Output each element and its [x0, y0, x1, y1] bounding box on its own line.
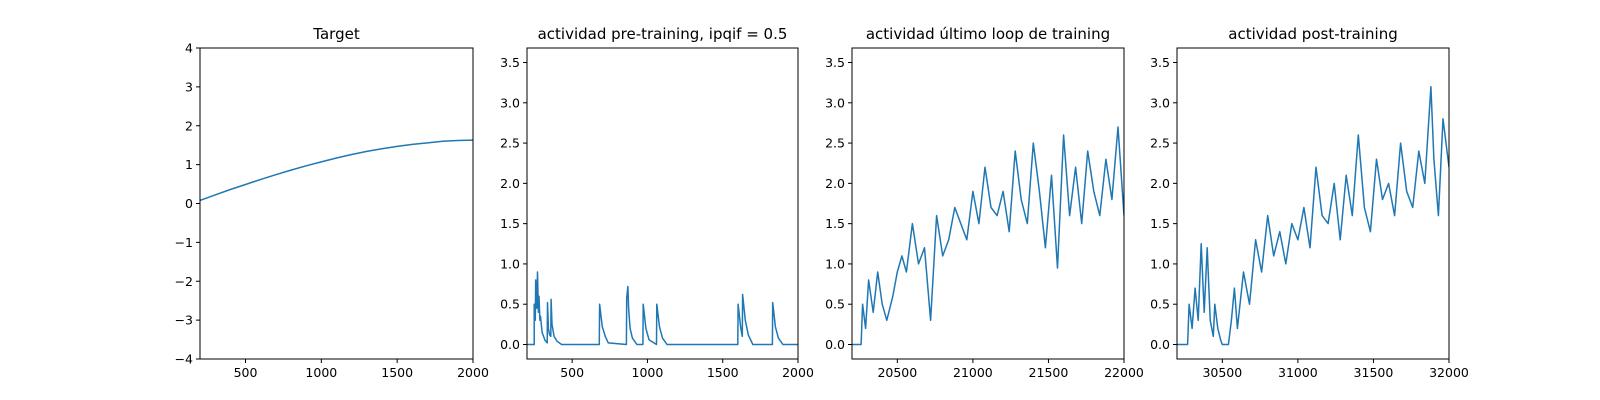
y-tick-label: 1.5 — [500, 216, 520, 231]
y-tick-label: 1.0 — [500, 256, 520, 271]
y-tick-label: 3.0 — [1150, 95, 1170, 110]
y-tick-label: −2 — [175, 274, 193, 289]
y-tick-label: 2.0 — [825, 176, 845, 191]
y-tick-label: 0.0 — [1150, 337, 1170, 352]
y-tick-label: 1.0 — [1150, 256, 1170, 271]
y-tick-label: 1 — [185, 157, 193, 172]
y-tick-label: 2 — [185, 118, 193, 133]
x-tick-label: 1500 — [381, 365, 413, 380]
y-tick-label: 1.0 — [825, 256, 845, 271]
y-tick-label: 3.0 — [500, 95, 520, 110]
chart-panel-4: actividad post-training 30500 31000 31500 32… — [1150, 25, 1469, 380]
y-tick-label: 0.5 — [1150, 297, 1170, 312]
x-tick-label: 20500 — [877, 365, 917, 380]
plot-frame — [1176, 47, 1450, 360]
x-tick-label: 22000 — [1104, 365, 1144, 380]
x-tick-label: 1000 — [632, 365, 664, 380]
series-line — [852, 126, 1124, 346]
y-tick-label: 0.5 — [825, 297, 845, 312]
x-tick-label: 500 — [234, 365, 258, 380]
series-line — [1177, 85, 1449, 346]
x-tick-label: 32000 — [1429, 365, 1469, 380]
plot-frame — [526, 47, 799, 360]
y-tick-label: 0.0 — [500, 337, 520, 352]
chart-panel-2: actividad pre-training, ipqif = 0.5 500 10… — [500, 25, 814, 380]
y-tick-label: 3 — [185, 79, 193, 94]
x-tick-label: 21500 — [1029, 365, 1069, 380]
y-tick-label: 3.0 — [825, 95, 845, 110]
x-tick-label: 500 — [560, 365, 584, 380]
y-tick-label: 2.5 — [1150, 136, 1170, 151]
y-tick-label: 1.5 — [825, 216, 845, 231]
chart-panel-3: actividad último loop de training 20500 21… — [825, 25, 1144, 380]
y-tick-label: 0.0 — [825, 337, 845, 352]
chart-title: actividad post-training — [1228, 25, 1397, 43]
x-tick-label: 1000 — [305, 365, 337, 380]
series-line — [527, 271, 798, 346]
plot-frame — [199, 47, 474, 360]
x-tick-label: 2000 — [457, 365, 489, 380]
y-tick-label: 2.5 — [825, 136, 845, 151]
chart-title: actividad pre-training, ipqif = 0.5 — [538, 25, 788, 43]
y-tick-label: 1.5 — [1150, 216, 1170, 231]
x-tick-label: 2000 — [782, 365, 814, 380]
y-tick-label: −1 — [175, 235, 193, 250]
chart-panel-1: Target 500 1000 1500 2000 −4 −3 −2 −1 0 1 2 3 4 — [175, 25, 489, 380]
x-tick-label: 30500 — [1202, 365, 1242, 380]
y-tick-label: 0 — [185, 196, 193, 211]
y-tick-label: −3 — [175, 313, 193, 328]
y-tick-label: 0.5 — [500, 297, 520, 312]
chart-title: Target — [312, 25, 360, 43]
y-tick-label: 4 — [185, 41, 193, 56]
y-tick-label: 3.5 — [500, 55, 520, 70]
x-tick-label: 31500 — [1354, 365, 1394, 380]
chart-title: actividad último loop de training — [866, 25, 1110, 43]
y-tick-label: 3.5 — [825, 55, 845, 70]
x-tick-label: 1500 — [707, 365, 739, 380]
x-tick-label: 21000 — [953, 365, 993, 380]
y-tick-label: 2.5 — [500, 136, 520, 151]
x-tick-label: 31000 — [1278, 365, 1318, 380]
y-tick-label: −4 — [175, 352, 193, 367]
y-tick-label: 3.5 — [1150, 55, 1170, 70]
series-line — [200, 139, 473, 202]
y-tick-label: 2.0 — [1150, 176, 1170, 191]
y-tick-label: 2.0 — [500, 176, 520, 191]
plot-frame — [851, 47, 1125, 360]
